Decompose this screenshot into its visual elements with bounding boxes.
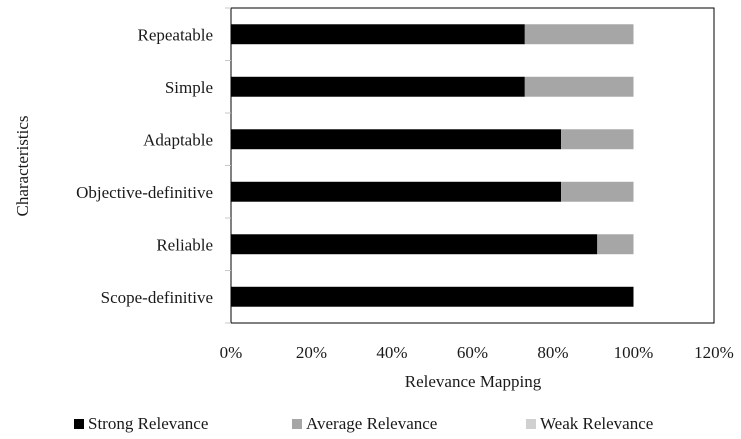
bar-segment-1 <box>231 24 525 45</box>
bar-segment-2 <box>561 181 634 202</box>
category-label: Adaptable <box>143 130 213 149</box>
legend-label: Average Relevance <box>306 414 437 433</box>
legend-label: Strong Relevance <box>88 414 208 433</box>
bars-layer <box>231 24 634 307</box>
plot-frame <box>230 7 715 324</box>
x-tick-label: 40% <box>376 343 407 362</box>
x-tick-label: 20% <box>296 343 327 362</box>
legend-swatch <box>74 419 84 429</box>
bar-segment-2 <box>597 234 634 255</box>
category-label: Simple <box>165 78 213 97</box>
bar-segment-1 <box>231 234 598 255</box>
legend-label: Weak Relevance <box>540 414 653 433</box>
bar-segment-1 <box>231 181 562 202</box>
x-tick-label: 0% <box>220 343 243 362</box>
legend-swatch <box>526 419 536 429</box>
legend-swatch <box>292 419 302 429</box>
x-tick-label: 120% <box>694 343 734 362</box>
category-label: Scope-definitive <box>101 288 213 307</box>
category-label: Repeatable <box>137 25 213 44</box>
bar-segment-1 <box>231 286 634 307</box>
x-axis-title: Relevance Mapping <box>405 372 542 391</box>
bar-segment-1 <box>231 129 562 150</box>
x-tick-label: 100% <box>614 343 654 362</box>
x-tick-label: 60% <box>457 343 488 362</box>
legend: Strong Relevance Average Relevance Weak Re… <box>74 414 653 433</box>
y-axis-title: Characteristics <box>13 115 32 216</box>
bar-segment-2 <box>561 129 634 150</box>
x-tick-labels: 0% 20% 40% 60% 80% 100% 120% <box>220 343 734 362</box>
bar-segment-1 <box>231 76 525 97</box>
x-tick-label: 80% <box>537 343 568 362</box>
category-labels: Repeatable Simple Adaptable Objective-defin… <box>76 7 231 324</box>
bar-segment-2 <box>524 76 634 97</box>
bar-segment-2 <box>524 24 634 45</box>
category-label: Objective-definitive <box>76 183 213 202</box>
category-label: Reliable <box>156 235 213 254</box>
